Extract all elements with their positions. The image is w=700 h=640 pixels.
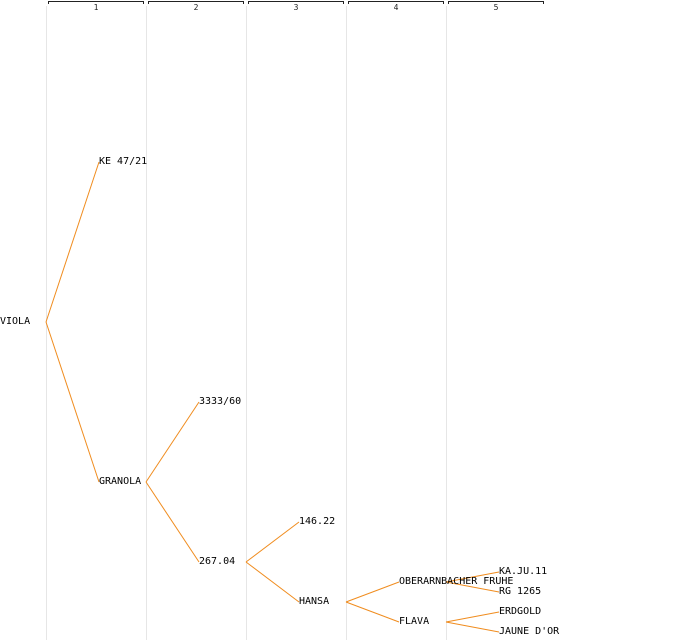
pedigree-node: FLAVA — [399, 616, 430, 627]
pedigree-edge — [145, 401, 200, 483]
column-bracket — [348, 1, 444, 4]
pedigree-node: ERDGOLD — [499, 606, 542, 617]
pedigree-edge — [345, 581, 400, 603]
pedigree-node: KA.JU.11 — [499, 566, 548, 577]
pedigree-edge — [245, 521, 300, 563]
column-number: 1 — [93, 3, 99, 12]
pedigree-node: HANSA — [299, 596, 330, 607]
pedigree-edge — [45, 161, 100, 323]
column-number: 2 — [193, 3, 199, 12]
pedigree-edge — [445, 581, 500, 593]
column-divider — [146, 6, 147, 640]
pedigree-edge — [445, 611, 500, 623]
pedigree-node: GRANOLA — [99, 476, 142, 487]
column-number: 5 — [493, 3, 499, 12]
pedigree-node: 267.04 — [199, 556, 236, 567]
pedigree-edge — [45, 321, 100, 483]
pedigree-edge — [345, 601, 400, 623]
column-bracket — [448, 1, 544, 4]
column-bracket — [148, 1, 244, 4]
pedigree-node: 146.22 — [299, 516, 336, 527]
column-number: 4 — [393, 3, 399, 12]
column-divider — [446, 6, 447, 640]
column-bracket — [248, 1, 344, 4]
pedigree-edge — [445, 621, 500, 633]
column-number: 3 — [293, 3, 299, 12]
pedigree-node: OBERARNBACHER FRUHE — [399, 576, 514, 587]
pedigree-node: RG 1265 — [499, 586, 542, 597]
pedigree-node: JAUNE D'OR — [499, 626, 560, 637]
pedigree-node: VIOLA — [0, 316, 31, 327]
pedigree-edge — [245, 561, 300, 603]
column-bracket — [48, 1, 144, 4]
column-divider — [346, 6, 347, 640]
column-divider — [246, 6, 247, 640]
pedigree-node: KE 47/21 — [99, 156, 148, 167]
pedigree-edge — [145, 481, 200, 563]
pedigree-node: 3333/60 — [199, 396, 242, 407]
pedigree-edge — [445, 571, 500, 583]
